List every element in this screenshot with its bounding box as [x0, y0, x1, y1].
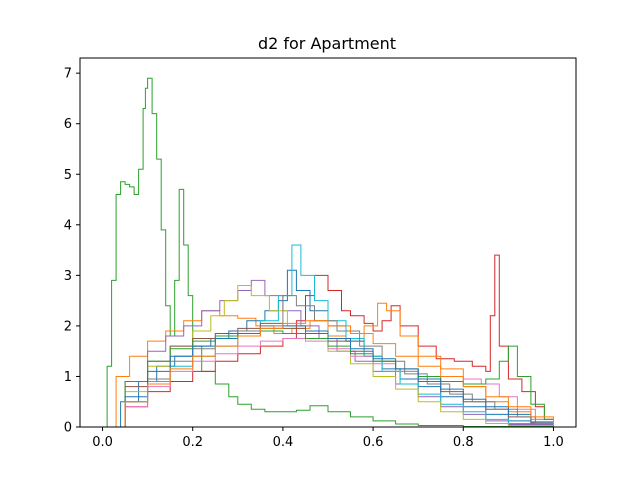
- series-layer: [102, 77, 554, 428]
- x-tick-label: 0.6: [363, 435, 384, 450]
- y-tick-label: 6: [64, 117, 72, 132]
- y-tick-label: 5: [64, 168, 72, 183]
- series-line-2: [102, 254, 554, 428]
- series-line-12: [102, 325, 554, 428]
- y-tick-label: 1: [64, 370, 72, 385]
- x-tick-label: 0.0: [92, 435, 113, 450]
- y-tick-label: 4: [64, 218, 72, 233]
- series-line-1: [102, 77, 554, 428]
- y-tick-label: 3: [64, 269, 72, 284]
- y-tick-label: 2: [64, 319, 72, 334]
- y-tick-label: 0: [64, 421, 72, 436]
- x-tick-label: 0.8: [453, 435, 474, 450]
- y-tick-label: 7: [64, 67, 72, 82]
- x-tick-label: 0.2: [182, 435, 203, 450]
- x-tick-label: 0.4: [273, 435, 294, 450]
- series-line-13: [102, 320, 554, 428]
- plot-frame: [79, 57, 577, 428]
- chart-title: d2 for Apartment: [258, 34, 396, 53]
- x-tick-label: 1.0: [543, 435, 564, 450]
- axes-layer: 0.0 0.2 0.4 0.6 0.8 1.0 0 1 2 3 4 5 6 7: [64, 57, 577, 450]
